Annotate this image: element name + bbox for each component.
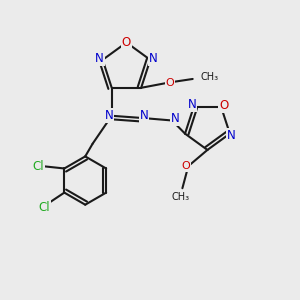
Text: N: N <box>149 52 158 65</box>
Text: O: O <box>122 36 131 49</box>
Text: N: N <box>171 112 179 124</box>
Text: CH₃: CH₃ <box>201 73 219 82</box>
Text: Cl: Cl <box>32 160 44 172</box>
Text: N: N <box>227 129 236 142</box>
Text: O: O <box>166 77 174 88</box>
Text: Cl: Cl <box>38 201 50 214</box>
Text: O: O <box>182 161 190 171</box>
Text: N: N <box>188 98 197 112</box>
Text: N: N <box>140 109 148 122</box>
Text: CH₃: CH₃ <box>172 192 190 202</box>
Text: N: N <box>104 109 113 122</box>
Text: N: N <box>95 52 104 65</box>
Text: O: O <box>219 99 228 112</box>
